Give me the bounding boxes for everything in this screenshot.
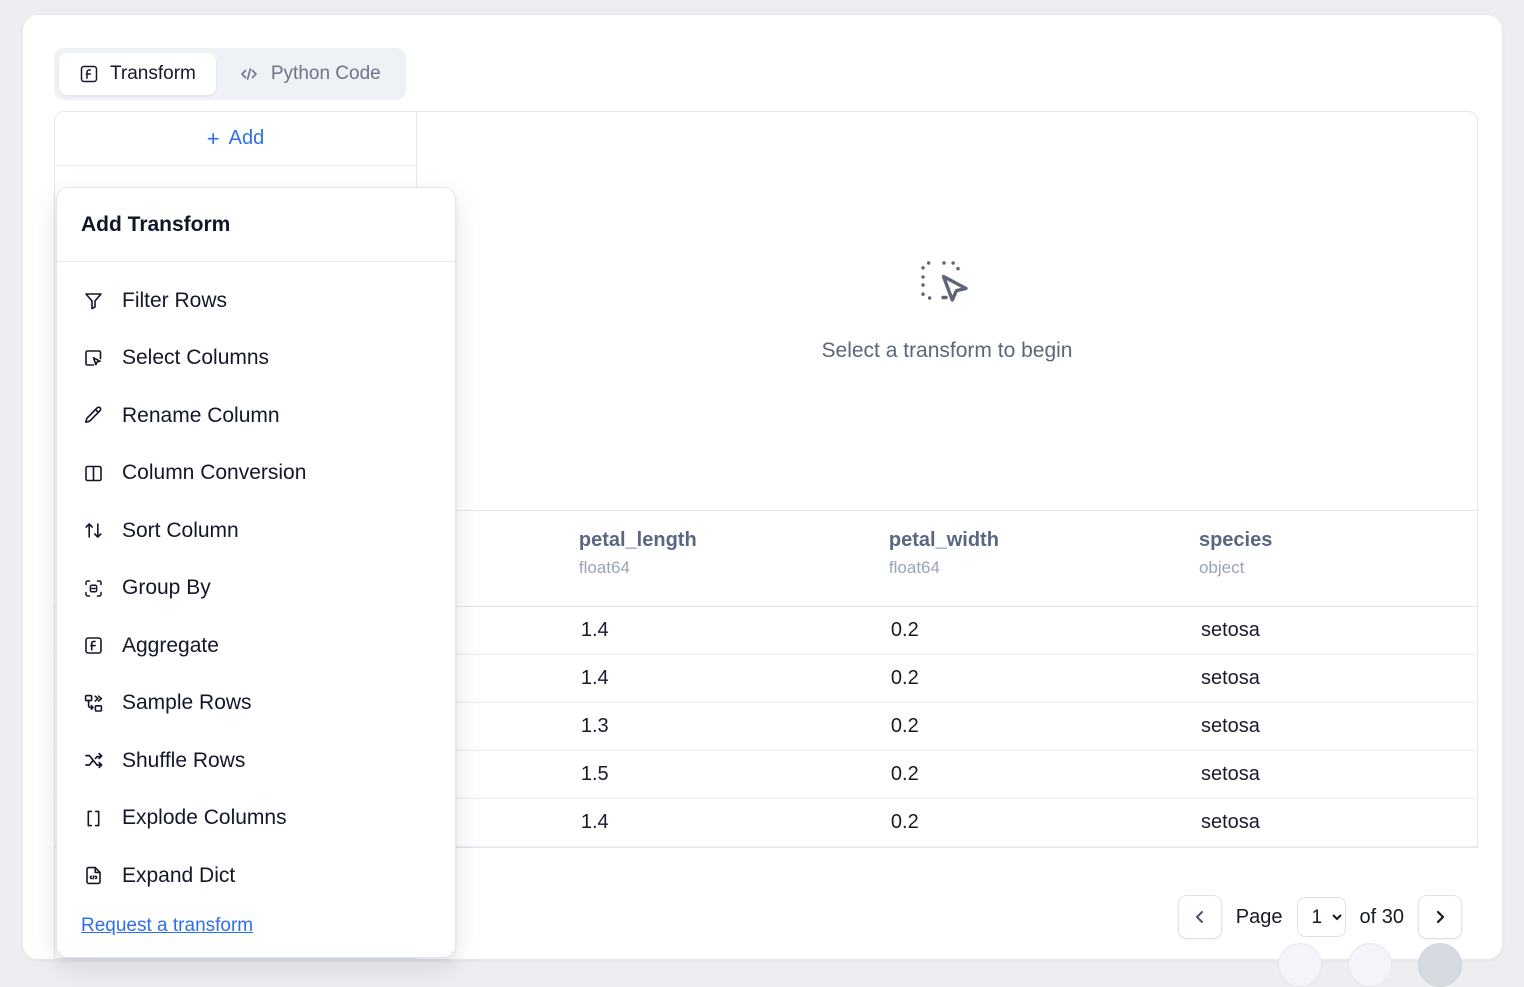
- select-cursor-icon: [919, 259, 975, 311]
- add-transform-button[interactable]: + Add: [55, 112, 416, 166]
- select-columns-icon: [81, 346, 105, 370]
- empty-state: Select a transform to begin: [821, 259, 1073, 363]
- group-by-icon: [81, 576, 105, 600]
- menu-item-shuffle-rows[interactable]: Shuffle Rows: [57, 732, 455, 790]
- table-cell-species: setosa: [1198, 750, 1477, 799]
- menu-item-label: Aggregate: [122, 633, 219, 657]
- tab-python-code-label: Python Code: [270, 63, 381, 84]
- col-dtype: float64: [578, 558, 630, 577]
- menu-item-select-columns[interactable]: Select Columns: [57, 330, 455, 388]
- expand-dict-icon: [81, 864, 105, 888]
- menu-item-label: Explode Columns: [122, 806, 287, 830]
- tab-transform[interactable]: Transform: [59, 53, 216, 95]
- add-transform-label: Add: [228, 127, 265, 149]
- overflow-control[interactable]: [1278, 943, 1322, 987]
- next-page-button[interactable]: [1418, 895, 1462, 939]
- pencil-icon: [81, 404, 105, 428]
- menu-item-sample-rows[interactable]: Sample Rows: [57, 675, 455, 733]
- tab-python-code[interactable]: Python Code: [218, 53, 401, 95]
- function-box-icon: [79, 64, 99, 84]
- sample-rows-icon: [81, 691, 105, 715]
- function-box-icon: [81, 634, 105, 658]
- app-card: Transform Python Code + Add: [22, 14, 1503, 987]
- menu-item-label: Expand Dict: [122, 863, 236, 887]
- sort-arrows-icon: [81, 519, 105, 543]
- code-brackets-icon: [238, 64, 260, 84]
- col-dtype: object: [1198, 558, 1245, 577]
- menu-item-label: Sort Column: [122, 518, 239, 542]
- menu-item-column-conversion[interactable]: Column Conversion: [57, 445, 455, 503]
- page-select[interactable]: 1: [1296, 897, 1346, 937]
- columns-icon: [81, 461, 105, 485]
- menu-item-label: Column Conversion: [122, 461, 307, 485]
- col-name: petal_length: [578, 529, 697, 551]
- table-cell-species: setosa: [1198, 798, 1477, 847]
- tab-bar: Transform Python Code: [54, 48, 406, 100]
- table-cell-species: setosa: [1198, 606, 1477, 655]
- chevron-right-icon: [1432, 909, 1448, 925]
- overflow-control[interactable]: [1348, 943, 1392, 987]
- col-name: petal_width: [888, 529, 999, 551]
- table-cell-species: setosa: [1198, 654, 1477, 703]
- brackets-icon: [81, 806, 105, 830]
- request-a-transform-link[interactable]: Request a transform: [81, 914, 254, 936]
- table-cell-petal-length: 1.3: [578, 702, 889, 751]
- overflow-controls-row: [1278, 943, 1462, 987]
- menu-item-label: Rename Column: [122, 403, 280, 427]
- table-cell-petal-width: 0.2: [888, 750, 1199, 799]
- table-cell-petal-width: 0.2: [888, 702, 1199, 751]
- table-cell-petal-length: 1.5: [578, 750, 889, 799]
- menu-item-label: Filter Rows: [122, 288, 228, 312]
- page-label: Page: [1235, 905, 1283, 928]
- tab-transform-label: Transform: [110, 63, 196, 84]
- menu-item-explode-columns[interactable]: Explode Columns: [57, 790, 455, 848]
- menu-item-sort-column[interactable]: Sort Column: [57, 502, 455, 560]
- table-cell-petal-length: 1.4: [578, 654, 889, 703]
- menu-item-filter-rows[interactable]: Filter Rows: [57, 272, 455, 330]
- col-name: species: [1198, 529, 1273, 551]
- menu-item-label: Sample Rows: [122, 691, 252, 715]
- menu-item-rename-column[interactable]: Rename Column: [57, 387, 455, 445]
- table-cell-petal-length: 1.4: [578, 606, 889, 655]
- overflow-control[interactable]: [1418, 943, 1462, 987]
- transform-detail-pane: Select a transform to begin: [417, 111, 1478, 511]
- table-cell-species: setosa: [1198, 702, 1477, 751]
- page-total-label: of 30: [1359, 905, 1404, 928]
- empty-state-text: Select a transform to begin: [821, 339, 1073, 362]
- table-col-header-petal-width[interactable]: petal_width float64: [888, 511, 1199, 607]
- prev-page-button[interactable]: [1177, 895, 1222, 939]
- col-dtype: float64: [888, 558, 940, 577]
- menu-item-aggregate[interactable]: Aggregate: [57, 617, 455, 675]
- menu-item-label: Group By: [122, 576, 211, 600]
- pagination: Page 1 of 30: [1177, 895, 1462, 939]
- table-col-header-petal-length[interactable]: petal_length float64: [578, 511, 889, 607]
- menu-item-label: Select Columns: [122, 346, 270, 370]
- table-cell-petal-width: 0.2: [888, 654, 1199, 703]
- table-cell-petal-width: 0.2: [888, 798, 1199, 847]
- table-col-header-species[interactable]: species object: [1198, 511, 1477, 607]
- menu-item-list: Filter Rows Select Columns Rename Column…: [57, 262, 455, 909]
- menu-item-label: Shuffle Rows: [122, 748, 246, 772]
- menu-item-expand-dict[interactable]: Expand Dict: [57, 847, 455, 905]
- menu-title: Add Transform: [57, 188, 455, 262]
- table-cell-petal-width: 0.2: [888, 606, 1199, 655]
- filter-icon: [81, 289, 105, 313]
- table-cell-petal-length: 1.4: [578, 798, 889, 847]
- shuffle-icon: [81, 749, 105, 773]
- menu-item-group-by[interactable]: Group By: [57, 560, 455, 618]
- add-transform-menu: Add Transform Filter Rows Select Columns…: [56, 187, 456, 958]
- chevron-left-icon: [1192, 909, 1208, 925]
- menu-footer: Request a transform: [57, 909, 455, 957]
- plus-icon: +: [206, 125, 220, 151]
